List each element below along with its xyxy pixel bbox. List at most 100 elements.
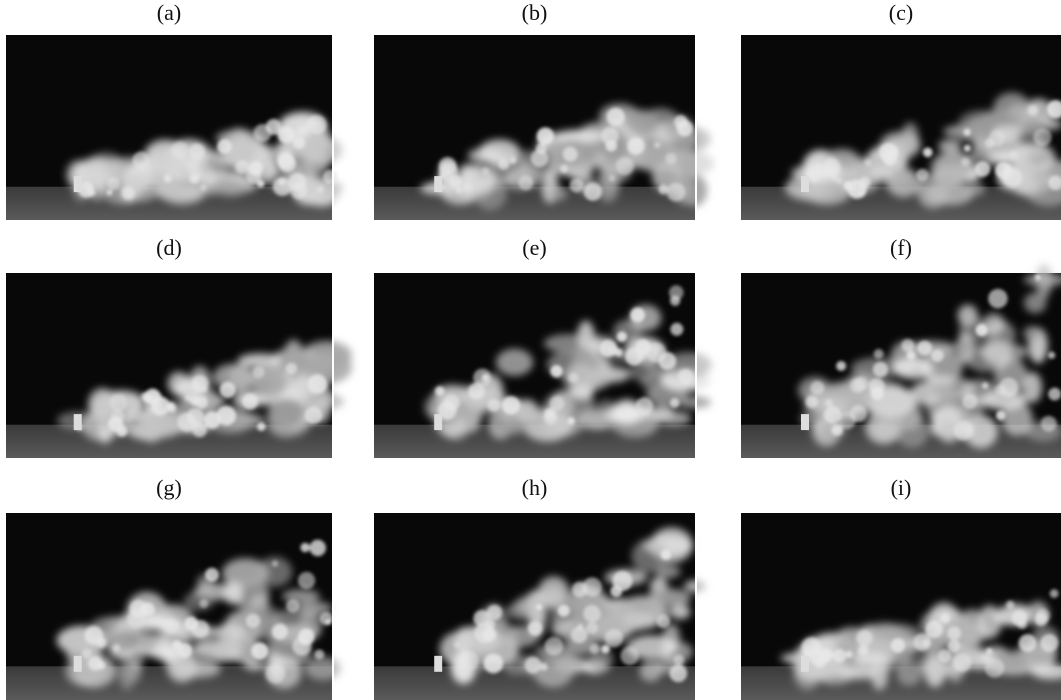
smoke-curl [605, 629, 623, 647]
smoke-puff [215, 623, 246, 641]
smoke-curl [111, 410, 124, 423]
smoke-curl [113, 644, 121, 652]
smoke-curl [107, 177, 120, 190]
panel-label: (h) [522, 475, 548, 500]
smoke-curl [625, 348, 643, 366]
page: (a)(b)(c)(d)(e)(f)(g)(h)(i) (() => { con… [0, 0, 1061, 700]
smoke-curl [190, 174, 200, 184]
smoke-curl [456, 187, 462, 193]
smoke-curl [616, 157, 634, 175]
smoke-curl [292, 637, 311, 656]
photo-clip-right [332, 273, 334, 458]
smoke-puff [237, 353, 282, 368]
smoke-curl [665, 153, 676, 164]
smoke-curl [308, 374, 328, 394]
panel-label: (d) [156, 235, 182, 260]
smoke-curl [883, 152, 897, 166]
smoke-puff [870, 166, 894, 178]
smoke-curl [192, 620, 210, 638]
smoke-curl [468, 383, 485, 400]
nozzle [74, 176, 82, 192]
smoke-curl [502, 396, 521, 415]
smoke-curl [454, 642, 461, 649]
smoke-curl [975, 161, 991, 177]
smoke-curl [544, 408, 556, 420]
smoke-curl [617, 332, 627, 342]
smoke-curl [815, 657, 826, 668]
smoke-curl [586, 622, 598, 634]
smoke-curl [917, 341, 932, 356]
nozzle [801, 176, 809, 192]
smoke-curl [845, 651, 852, 658]
smoke-curl [484, 654, 504, 674]
smoke-curl [558, 605, 570, 617]
smoke-curl [670, 295, 680, 305]
ground [374, 187, 695, 220]
smoke-curl [869, 378, 885, 394]
smoke-curl [536, 604, 542, 610]
smoke-curl [938, 649, 951, 662]
smoke-curl [577, 624, 583, 630]
panel-label: (g) [156, 475, 182, 500]
smoke-curl [913, 633, 931, 651]
panel-label: (c) [889, 0, 913, 25]
smoke-curl [1019, 634, 1037, 652]
smoke-curl [199, 599, 208, 608]
smoke-curl [1010, 150, 1018, 158]
smoke-curl [964, 145, 971, 152]
smoke-curl [567, 417, 575, 425]
smoke-curl [288, 173, 306, 191]
smoke-curl [678, 369, 694, 385]
smoke-curl [278, 127, 295, 144]
smoke-curl [630, 308, 645, 323]
smoke-curl [605, 140, 617, 152]
smoke-curl [670, 398, 680, 408]
smoke-puff [684, 580, 705, 592]
smoke-curl [658, 184, 668, 194]
smoke-curl [537, 127, 554, 144]
smoke-puff [173, 662, 221, 678]
smoke-curl [178, 643, 193, 658]
smoke-curl [509, 157, 516, 164]
smoke-curl [654, 142, 660, 148]
photo-clip-right [332, 35, 334, 220]
smoke-curl [674, 115, 688, 129]
smoke-curl [674, 654, 685, 665]
smoke-curl [669, 665, 687, 683]
smoke-curl [563, 147, 578, 162]
smoke-curl [661, 549, 672, 560]
figure: (a)(b)(c)(d)(e)(f)(g)(h)(i) [0, 0, 1061, 700]
smoke-curl [482, 167, 489, 174]
smoke-curl [550, 365, 562, 377]
smoke-curl [635, 397, 653, 415]
smoke-puff [893, 357, 934, 379]
smoke-curl [583, 577, 602, 596]
smoke-curl [216, 406, 236, 426]
smoke-curl [185, 395, 191, 401]
smoke-curl [443, 395, 459, 411]
smoke-curl [1033, 128, 1051, 146]
smoke-puff [138, 636, 156, 651]
smoke-curl [220, 382, 236, 398]
smoke-curl [1036, 609, 1050, 623]
nozzle [434, 656, 442, 672]
smoke-curl [954, 421, 974, 441]
smoke-curl [246, 167, 262, 183]
photo [374, 273, 712, 458]
smoke-puff [640, 376, 663, 389]
smoke-curl [831, 174, 838, 181]
smoke-puff [211, 180, 249, 197]
photo-clip-right [332, 513, 334, 700]
smoke-puff [938, 139, 961, 152]
smoke-curl [171, 142, 188, 159]
smoke-curl [864, 159, 871, 166]
smoke-curl [251, 642, 268, 659]
smoke-curl [272, 560, 278, 566]
smoke-curl [298, 572, 315, 589]
smoke-curl [84, 183, 93, 192]
smoke-curl [963, 128, 970, 135]
smoke-curl [646, 343, 666, 363]
smoke-curl [850, 405, 867, 422]
smoke-puff [541, 587, 564, 606]
smoke-curl [200, 184, 207, 191]
